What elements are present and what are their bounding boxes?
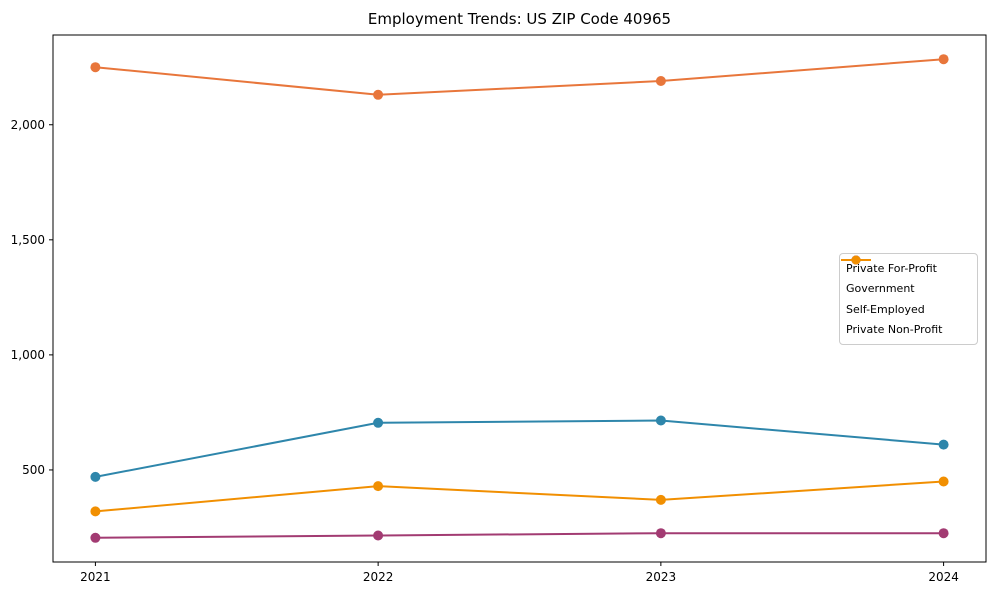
data-point-private-for-profit xyxy=(90,62,101,73)
data-point-government xyxy=(938,439,949,450)
y-tick-label: 1,500 xyxy=(11,233,45,247)
data-point-private-for-profit xyxy=(373,89,384,100)
data-point-private-non-profit xyxy=(90,506,101,517)
series-line-government xyxy=(95,419,944,478)
series-line-self-employed xyxy=(95,532,944,539)
legend: Private For-Profit Government Self-Employe… xyxy=(839,253,978,345)
legend-label: Government xyxy=(846,282,915,296)
x-tick-label: 2024 xyxy=(928,570,959,584)
legend-label: Self-Employed xyxy=(846,302,925,316)
x-tick-label: 2021 xyxy=(80,570,111,584)
series-line-private-non-profit xyxy=(95,480,944,513)
legend-marker-icon xyxy=(841,255,871,265)
data-point-private-non-profit xyxy=(373,481,384,492)
data-point-self-employed xyxy=(90,532,101,543)
y-tick-label: 500 xyxy=(22,463,45,477)
legend-label: Private For-Profit xyxy=(846,261,937,275)
legend-item-government: Government xyxy=(841,255,971,298)
data-point-private-for-profit xyxy=(655,76,666,86)
legend-item-private-non-profit: Private Non-Profit xyxy=(841,255,971,339)
series-line-private-for-profit xyxy=(95,58,944,96)
y-tick-label: 2,000 xyxy=(11,118,45,132)
data-point-government xyxy=(655,415,666,426)
data-point-government xyxy=(373,417,384,428)
legend-item-self-employed: Self-Employed xyxy=(841,255,971,318)
data-point-private-non-profit xyxy=(655,494,666,505)
data-point-private-non-profit xyxy=(938,476,949,487)
chart-title: Employment Trends: US ZIP Code 40965 xyxy=(368,10,671,28)
data-point-self-employed xyxy=(373,530,384,541)
axes-frame xyxy=(52,34,987,563)
x-tick-label: 2022 xyxy=(363,570,394,584)
data-point-self-employed xyxy=(655,528,666,539)
x-tick-label: 2023 xyxy=(646,570,677,584)
data-point-private-for-profit xyxy=(938,54,949,65)
legend-label: Private Non-Profit xyxy=(846,323,943,337)
y-tick-label: 1,000 xyxy=(11,348,45,362)
data-point-government xyxy=(90,471,101,482)
data-point-self-employed xyxy=(938,528,949,539)
